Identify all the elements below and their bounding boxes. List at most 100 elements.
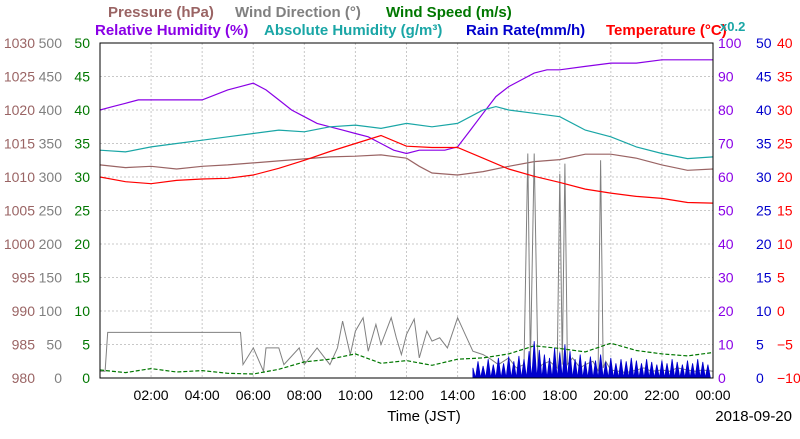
wind_direction-tick-label: 150: [39, 270, 63, 286]
x-tick-label: 04:00: [185, 387, 220, 403]
wind_speed-tick-label: 15: [74, 270, 90, 286]
wind_speed-tick-label: 0: [82, 370, 90, 386]
rain_rate-tick-label: 25: [756, 203, 772, 219]
x-tick-label: 20:00: [593, 387, 628, 403]
pressure-tick-label: 1025: [4, 69, 35, 85]
pressure-tick-label: 1020: [4, 102, 35, 118]
x-tick-label: 02:00: [134, 387, 169, 403]
wind_direction-tick-label: 300: [39, 169, 63, 185]
series-pressure: [99, 153, 714, 176]
rain_rate-tick-label: 5: [756, 337, 764, 353]
series-absolute-humidity: [99, 105, 714, 160]
wind_direction-tick-label: 450: [39, 69, 63, 85]
pressure-tick-label: 1000: [4, 236, 35, 252]
wind_direction-tick-label: 500: [39, 35, 63, 51]
relative_humidity-tick-label: 40: [718, 236, 734, 252]
relative_humidity-tick-label: 30: [718, 270, 734, 286]
pressure-tick-label: 1010: [4, 169, 35, 185]
relative_humidity-tick-label: 50: [718, 203, 734, 219]
x-tick-label: 12:00: [389, 387, 424, 403]
rain_rate-tick-label: 20: [756, 236, 772, 252]
relative_humidity-tick-label: 0: [718, 370, 726, 386]
series-layer: [99, 59, 714, 379]
temperature-tick-label: 40: [777, 35, 793, 51]
wind_direction-tick-label: 0: [54, 370, 62, 386]
relative_humidity-tick-label: 10: [718, 337, 734, 353]
wind_speed-tick-label: 40: [74, 102, 90, 118]
wind_direction-tick-label: 50: [46, 337, 62, 353]
abs-humidity-scale-note: x0.2: [720, 19, 745, 34]
series-rain-rate: [472, 341, 711, 379]
legend-pressure: Pressure (hPa): [108, 4, 214, 21]
legend: Pressure (hPa) Wind Direction (°) Wind Spe…: [95, 4, 727, 39]
pressure-tick-label: 990: [12, 303, 36, 319]
wind_speed-tick-label: 35: [74, 136, 90, 152]
rain_rate-tick-label: 40: [756, 102, 772, 118]
axes: 02:00 04:00 06:00 08:00 10:00 12:00 14:00 16:00…: [4, 35, 800, 403]
wind_speed-tick-label: 50: [74, 35, 90, 51]
series-wind-speed: [99, 342, 714, 375]
temperature-tick-label: 35: [777, 69, 793, 85]
pressure-tick-label: 995: [12, 270, 36, 286]
grid: [100, 43, 714, 378]
x-axis-label: Time (JST): [387, 408, 461, 425]
x-tick-label: 10:00: [338, 387, 373, 403]
legend-rain_rate: Rain Rate(mm/h): [466, 22, 585, 39]
wind_direction-tick-label: 400: [39, 102, 63, 118]
legend-absolute_humidity: Absolute Humidity (g/m³): [264, 22, 442, 39]
legend-wind_direction: Wind Direction (°): [235, 4, 361, 21]
temperature-tick-label: 30: [777, 102, 793, 118]
legend-wind_speed: Wind Speed (m/s): [386, 4, 512, 21]
x-tick-label: 22:00: [644, 387, 679, 403]
temperature-tick-label: 15: [777, 203, 793, 219]
legend-temperature: Temperature (°C): [606, 22, 727, 39]
rain_rate-tick-label: 0: [756, 370, 764, 386]
wind_speed-tick-label: 20: [74, 236, 90, 252]
rain_rate-tick-label: 45: [756, 69, 772, 85]
temperature-tick-label: −5: [777, 337, 793, 353]
temperature-tick-label: 5: [777, 270, 785, 286]
wind_direction-tick-label: 250: [39, 203, 63, 219]
rain_rate-tick-label: 15: [756, 270, 772, 286]
x-tick-label: 08:00: [287, 387, 322, 403]
wind_speed-tick-label: 45: [74, 69, 90, 85]
x-tick-label: 16:00: [491, 387, 526, 403]
x-tick-label: 06:00: [236, 387, 271, 403]
relative_humidity-tick-label: 100: [718, 35, 742, 51]
plot-frame: [99, 42, 714, 379]
wind_speed-tick-label: 10: [74, 303, 90, 319]
relative_humidity-tick-label: 70: [718, 136, 734, 152]
series-relative-humidity: [99, 59, 713, 155]
temperature-tick-label: 20: [777, 169, 793, 185]
legend-relative_humidity: Relative Humidity (%): [95, 22, 248, 39]
rain_rate-tick-label: 10: [756, 303, 772, 319]
relative_humidity-tick-label: 80: [718, 102, 734, 118]
pressure-tick-label: 980: [12, 370, 36, 386]
wind_speed-tick-label: 5: [82, 337, 90, 353]
relative_humidity-tick-label: 90: [718, 69, 734, 85]
pressure-tick-label: 1030: [4, 35, 35, 51]
rain_rate-tick-label: 35: [756, 136, 772, 152]
rain_rate-tick-label: 50: [756, 35, 772, 51]
pressure-tick-label: 985: [12, 337, 36, 353]
pressure-tick-label: 1015: [4, 136, 35, 152]
temperature-tick-label: 25: [777, 136, 793, 152]
pressure-tick-label: 1005: [4, 203, 35, 219]
relative_humidity-tick-label: 60: [718, 169, 734, 185]
x-tick-label: 14:00: [440, 387, 475, 403]
series-temperature: [99, 134, 714, 204]
temperature-tick-label: 0: [777, 303, 785, 319]
temperature-tick-label: −10: [777, 370, 800, 386]
wind_speed-tick-label: 30: [74, 169, 90, 185]
temperature-tick-label: 10: [777, 236, 793, 252]
wind_direction-tick-label: 350: [39, 136, 63, 152]
wind_direction-tick-label: 200: [39, 236, 63, 252]
date-label: 2018-09-20: [715, 408, 792, 425]
x-tick-label: 00:00: [695, 387, 730, 403]
x-tick-label: 18:00: [542, 387, 577, 403]
wind_speed-tick-label: 25: [74, 203, 90, 219]
rain_rate-tick-label: 30: [756, 169, 772, 185]
relative_humidity-tick-label: 20: [718, 303, 734, 319]
